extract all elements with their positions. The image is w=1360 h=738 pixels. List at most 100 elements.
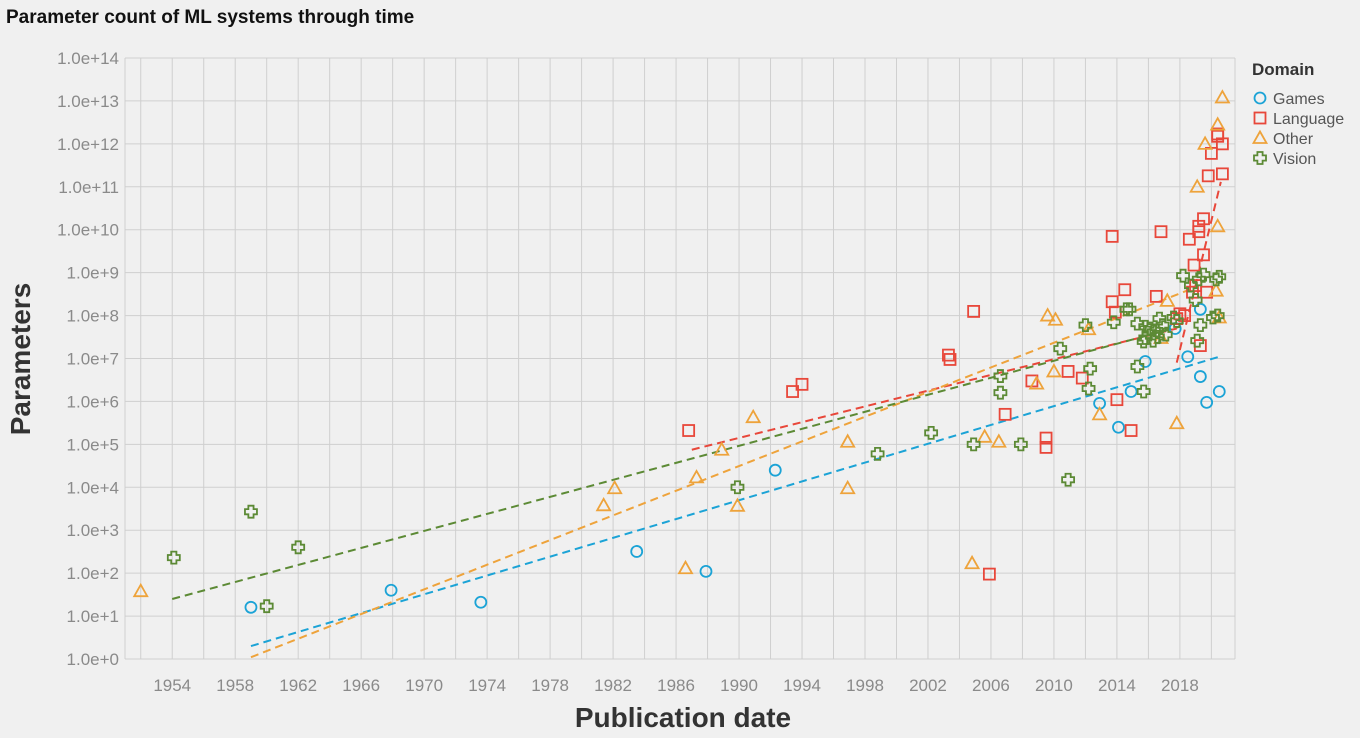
legend-item-vision: Vision: [1253, 151, 1316, 168]
language-point: [1118, 283, 1132, 297]
y-tick-label: 1.0e+7: [67, 350, 119, 369]
games-point: [1212, 385, 1226, 398]
other-point: [1047, 311, 1064, 326]
y-tick-label: 1.0e+14: [57, 49, 119, 68]
language-point: [967, 305, 981, 318]
legend: Domain Games Language Other Vision: [1251, 60, 1344, 168]
language-point: [1197, 248, 1210, 262]
vision-point: [1206, 310, 1220, 325]
legend-label: Other: [1273, 131, 1314, 148]
x-tick-label: 2010: [1035, 676, 1073, 695]
legend-label: Vision: [1273, 151, 1316, 168]
vision-point: [1184, 278, 1198, 293]
legend-item-language: Language: [1253, 111, 1344, 128]
language-point: [1154, 225, 1168, 239]
games-point: [768, 463, 782, 477]
other-point: [1189, 178, 1206, 193]
games-point: [1193, 302, 1207, 316]
other-point: [1045, 363, 1062, 378]
other-point: [1039, 307, 1056, 322]
language-point: [1039, 431, 1053, 445]
x-tick-label: 1998: [846, 676, 884, 695]
y-tick-label: 1.0e+2: [67, 564, 119, 583]
vision-point: [259, 599, 274, 614]
vision-point: [1209, 272, 1224, 287]
y-tick-label: 1.0e+10: [57, 221, 119, 240]
other-trend-line: [250, 288, 1190, 659]
language-point: [1201, 169, 1215, 183]
language-point: [1182, 232, 1196, 246]
vision-legend-marker: [1253, 151, 1267, 165]
x-tick-label: 2002: [909, 676, 947, 695]
vision-point: [166, 550, 181, 565]
language-point: [1061, 365, 1075, 378]
other-point: [677, 559, 694, 575]
other-point: [713, 441, 730, 456]
vision-point: [1130, 359, 1145, 374]
vision-point: [1196, 267, 1211, 282]
other-point: [1211, 309, 1228, 324]
games-series: [244, 302, 1226, 614]
y-tick-label: 1.0e+3: [67, 521, 119, 540]
other-point: [1208, 282, 1225, 297]
chart-grid: [124, 57, 1236, 660]
games-point: [244, 600, 258, 614]
y-tick-label: 1.0e+6: [67, 392, 119, 411]
vision-point: [1061, 472, 1076, 487]
other-point: [1168, 414, 1185, 430]
games-point: [1193, 370, 1207, 383]
vision-trend-line: [171, 325, 1181, 600]
other-point: [976, 428, 993, 443]
vision-point: [1169, 314, 1184, 328]
other-point: [1091, 406, 1108, 421]
other-point: [729, 497, 746, 512]
other-point: [1214, 89, 1231, 104]
x-tick-label: 1986: [657, 676, 695, 695]
legend-item-games: Games: [1253, 91, 1325, 108]
vision-point: [1083, 361, 1098, 376]
vision-point: [1188, 293, 1203, 307]
vision-point: [924, 425, 939, 440]
legend-title: Domain: [1252, 60, 1314, 79]
language-point: [1105, 295, 1119, 309]
x-tick-label: 2006: [972, 676, 1010, 695]
x-tick-label: 1990: [720, 676, 758, 695]
y-tick-label: 1.0e+12: [57, 135, 119, 154]
y-tick-label: 1.0e+1: [67, 607, 119, 626]
data-points: [132, 89, 1231, 614]
other-point: [132, 582, 149, 598]
language-point: [1110, 393, 1124, 407]
other-point: [688, 469, 705, 484]
language-point: [1149, 289, 1163, 303]
language-point: [1216, 137, 1229, 151]
vision-point: [244, 504, 258, 519]
chart-title: Parameter count of ML systems through ti…: [6, 7, 414, 28]
y-tick-label: 1.0e+11: [58, 178, 119, 197]
x-tick-label: 1974: [468, 676, 506, 695]
vision-point: [1122, 302, 1137, 317]
legend-label: Games: [1273, 91, 1325, 108]
x-tick-label: 1966: [342, 676, 380, 695]
vision-point: [1078, 318, 1093, 332]
language-point: [998, 407, 1012, 421]
other-legend-marker: [1251, 129, 1269, 144]
x-tick-label: 1962: [279, 676, 317, 695]
language-point: [1039, 440, 1053, 454]
vision-point: [1136, 384, 1151, 399]
games-point: [699, 564, 713, 578]
x-tick-label: 2018: [1161, 676, 1199, 695]
language-point: [942, 348, 955, 362]
other-point: [745, 408, 762, 424]
other-point: [1197, 135, 1214, 150]
games-trend-line: [250, 355, 1220, 648]
vision-point: [1155, 318, 1170, 332]
games-point: [1124, 385, 1138, 398]
language-point: [1187, 258, 1201, 272]
x-tick-label: 1958: [216, 676, 254, 695]
vision-point: [1053, 341, 1068, 356]
vision-point: [870, 446, 885, 461]
language-point: [786, 385, 799, 398]
vision-point: [966, 437, 981, 452]
games-point: [384, 583, 398, 597]
